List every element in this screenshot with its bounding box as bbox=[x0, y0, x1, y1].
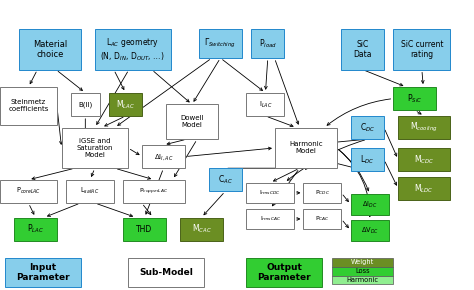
FancyBboxPatch shape bbox=[128, 258, 204, 287]
FancyBboxPatch shape bbox=[66, 180, 114, 203]
FancyBboxPatch shape bbox=[275, 128, 337, 168]
Text: Steinmetz
coefficients: Steinmetz coefficients bbox=[8, 99, 49, 112]
FancyBboxPatch shape bbox=[246, 209, 294, 229]
FancyBboxPatch shape bbox=[5, 258, 81, 287]
Text: I$_{L AC}$: I$_{L AC}$ bbox=[259, 99, 272, 110]
Text: M$_{L AC}$: M$_{L AC}$ bbox=[116, 98, 135, 111]
Text: SiC current
rating: SiC current rating bbox=[401, 40, 443, 59]
FancyBboxPatch shape bbox=[351, 116, 384, 139]
FancyBboxPatch shape bbox=[71, 93, 100, 116]
FancyBboxPatch shape bbox=[0, 180, 57, 203]
FancyBboxPatch shape bbox=[303, 183, 341, 203]
Text: Loss: Loss bbox=[356, 268, 370, 274]
FancyBboxPatch shape bbox=[109, 93, 142, 116]
Text: C$_{AC}$: C$_{AC}$ bbox=[218, 173, 233, 186]
Text: P$_{load}$: P$_{load}$ bbox=[259, 37, 277, 50]
Text: Harmonic
Model: Harmonic Model bbox=[289, 142, 322, 154]
Text: Material
choice: Material choice bbox=[33, 40, 67, 59]
FancyBboxPatch shape bbox=[166, 104, 218, 139]
Text: Output
Parameter: Output Parameter bbox=[257, 263, 311, 282]
Text: M$_{C DC}$: M$_{C DC}$ bbox=[414, 153, 434, 166]
FancyBboxPatch shape bbox=[14, 218, 57, 241]
Text: M$_{L DC}$: M$_{L DC}$ bbox=[414, 182, 434, 195]
Text: C$_{DC}$: C$_{DC}$ bbox=[360, 121, 375, 134]
Text: Input
Parameter: Input Parameter bbox=[16, 263, 70, 282]
FancyBboxPatch shape bbox=[180, 218, 223, 241]
FancyBboxPatch shape bbox=[351, 194, 389, 215]
FancyBboxPatch shape bbox=[123, 218, 166, 241]
FancyBboxPatch shape bbox=[251, 29, 284, 58]
Text: ΔI$_{DC}$: ΔI$_{DC}$ bbox=[362, 199, 377, 210]
Text: Γ$_{Switching}$: Γ$_{Switching}$ bbox=[204, 37, 237, 50]
Text: ΔI$_{l, AC}$: ΔI$_{l, AC}$ bbox=[154, 152, 173, 162]
Text: Sub-Model: Sub-Model bbox=[139, 268, 193, 277]
FancyBboxPatch shape bbox=[95, 29, 171, 70]
FancyBboxPatch shape bbox=[393, 29, 450, 70]
FancyBboxPatch shape bbox=[246, 183, 294, 203]
Text: Dowell
Model: Dowell Model bbox=[180, 115, 204, 128]
Text: L$_{DC}$: L$_{DC}$ bbox=[360, 153, 374, 166]
FancyBboxPatch shape bbox=[398, 177, 450, 200]
FancyBboxPatch shape bbox=[398, 148, 450, 171]
Text: P$_{copper L AC}$: P$_{copper L AC}$ bbox=[139, 186, 169, 197]
Text: P$_{SiC}$: P$_{SiC}$ bbox=[407, 92, 422, 105]
Bar bbox=[332, 267, 393, 276]
FancyBboxPatch shape bbox=[246, 93, 284, 116]
FancyBboxPatch shape bbox=[142, 145, 185, 168]
Text: M$_{C AC}$: M$_{C AC}$ bbox=[191, 223, 211, 235]
Text: I$_{rms C AC}$: I$_{rms C AC}$ bbox=[259, 215, 281, 223]
Bar bbox=[332, 258, 393, 267]
FancyBboxPatch shape bbox=[0, 87, 57, 125]
Text: M$_{cooling}$: M$_{cooling}$ bbox=[410, 121, 438, 134]
Text: P$_{C DC}$: P$_{C DC}$ bbox=[315, 188, 330, 197]
FancyBboxPatch shape bbox=[199, 29, 242, 58]
Text: iGSE and
Saturation
Model: iGSE and Saturation Model bbox=[76, 138, 113, 158]
Text: P$_{C AC}$: P$_{C AC}$ bbox=[315, 215, 330, 223]
Text: P$_{core L AC}$: P$_{core L AC}$ bbox=[16, 186, 41, 197]
FancyBboxPatch shape bbox=[209, 168, 242, 191]
FancyBboxPatch shape bbox=[351, 220, 389, 241]
FancyBboxPatch shape bbox=[398, 116, 450, 139]
Text: ΔV$_{DC}$: ΔV$_{DC}$ bbox=[361, 225, 379, 236]
Text: Harmonic: Harmonic bbox=[346, 277, 379, 283]
Text: B(II): B(II) bbox=[78, 101, 92, 108]
FancyBboxPatch shape bbox=[246, 258, 322, 287]
Text: THD: THD bbox=[137, 224, 153, 234]
Bar bbox=[332, 276, 393, 284]
FancyBboxPatch shape bbox=[393, 87, 436, 110]
FancyBboxPatch shape bbox=[19, 29, 81, 70]
FancyBboxPatch shape bbox=[351, 148, 384, 171]
FancyBboxPatch shape bbox=[303, 209, 341, 229]
Text: I$_{rms C DC}$: I$_{rms C DC}$ bbox=[259, 188, 281, 197]
FancyBboxPatch shape bbox=[341, 29, 384, 70]
Text: P$_{L AC}$: P$_{L AC}$ bbox=[27, 223, 44, 235]
FancyBboxPatch shape bbox=[62, 128, 128, 168]
FancyBboxPatch shape bbox=[123, 180, 185, 203]
Text: L$_{AC}$ geometry
(N, D$_{IN}$, D$_{OUT}$, …): L$_{AC}$ geometry (N, D$_{IN}$, D$_{OUT}… bbox=[100, 36, 165, 63]
Text: Weight: Weight bbox=[351, 260, 374, 265]
Text: L$_{sat AC}$: L$_{sat AC}$ bbox=[81, 186, 100, 197]
Text: SiC
Data: SiC Data bbox=[353, 40, 372, 59]
